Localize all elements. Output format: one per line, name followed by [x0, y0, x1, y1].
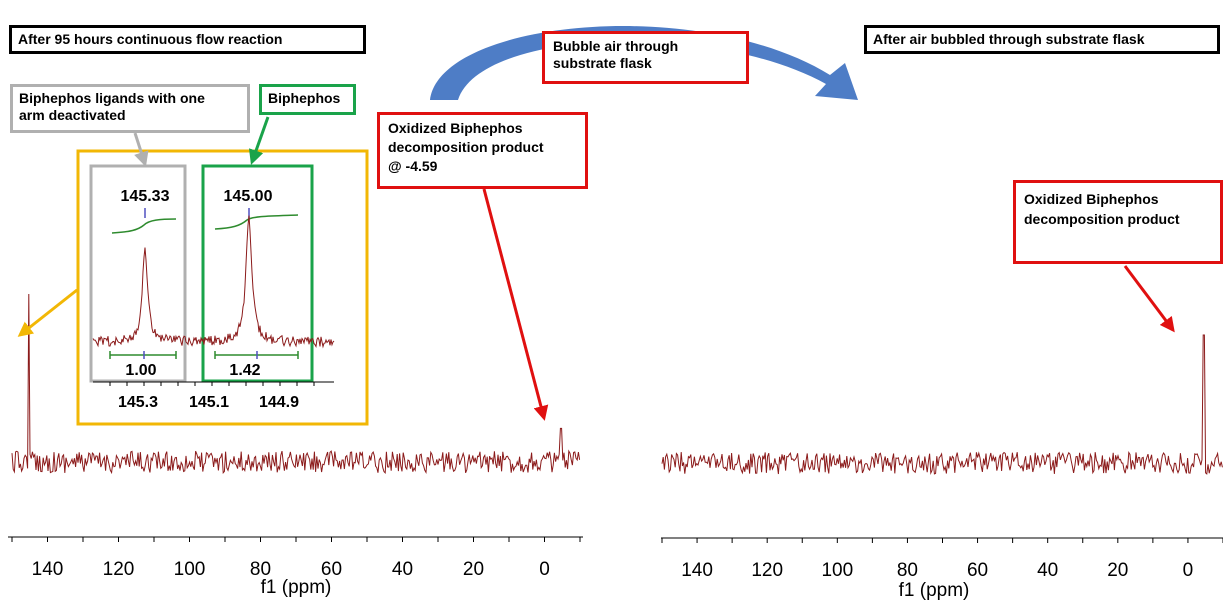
x-tick-label: 60 [321, 559, 342, 580]
x-tick-label: 80 [897, 560, 918, 581]
x-tick-label: 120 [751, 560, 783, 581]
inset-spectrum-trace [92, 215, 335, 349]
inset-highlight-box [76, 149, 369, 426]
left-x-axis-label: f1 (ppm) [261, 577, 332, 598]
biphephos-callout: Biphephos [259, 84, 356, 115]
x-tick-label: 100 [821, 560, 853, 581]
red-callout-arrow-left [482, 188, 549, 421]
inset-zoom: 145.33 145.00 1.00 1.42 145.3 145.1 144.… [76, 149, 369, 426]
inset-green-box [201, 164, 314, 383]
x-tick-label: 120 [103, 559, 135, 580]
x-tick-label: 140 [32, 559, 64, 580]
left-x-ticks: 140 120 100 80 60 40 20 0 [11, 537, 581, 580]
inset-tick-label-3: 144.9 [259, 394, 299, 411]
inset-integral-curve-2 [214, 214, 299, 230]
inset-integral-label-2: 1.42 [229, 362, 260, 379]
x-tick-label: 100 [174, 559, 206, 580]
left-spectrum-trace [11, 293, 581, 475]
left-spectrum-panel: 140 120 100 80 60 40 20 0 f1 (ppm) [8, 293, 583, 598]
x-tick-label: 40 [1037, 560, 1058, 581]
inset-integral-curve-1 [111, 218, 177, 234]
x-tick-label: 60 [967, 560, 988, 581]
x-tick-label: 0 [539, 559, 550, 580]
inset-tick-label-2: 145.1 [189, 394, 229, 411]
inset-peak-label-2: 145.00 [224, 188, 273, 205]
oxidized-callout-left: Oxidized Biphephos decomposition product… [377, 112, 588, 189]
inset-integral-label-1: 1.00 [125, 362, 156, 379]
right-x-axis-label: f1 (ppm) [899, 580, 970, 601]
inset-minor-ticks [109, 382, 315, 386]
right-spectrum-panel: 140 120 100 80 60 40 20 0 f1 (ppm) [661, 334, 1223, 601]
right-spectrum-trace [661, 334, 1223, 475]
x-tick-label: 80 [250, 559, 271, 580]
yellow-callout-arrow [17, 288, 78, 337]
left-panel-title: After 95 hours continuous flow reaction [9, 25, 366, 54]
red-callout-arrow-right [1123, 265, 1175, 333]
bubble-air-callout: Bubble air through substrate flask [542, 31, 749, 84]
x-tick-label: 40 [392, 559, 413, 580]
inset-peak-label-1: 145.33 [121, 188, 170, 205]
green-callout-arrow [248, 116, 270, 165]
biphephos-one-arm-callout: Biphephos ligands with one arm deactivat… [10, 84, 250, 133]
transition-arrow [430, 26, 858, 100]
x-tick-label: 20 [1107, 560, 1128, 581]
right-panel-title: After air bubbled through substrate flas… [864, 25, 1220, 54]
oxidized-callout-right: Oxidized Biphephos decomposition product [1013, 180, 1223, 264]
x-tick-label: 0 [1183, 560, 1194, 581]
right-x-ticks: 140 120 100 80 60 40 20 0 [661, 538, 1223, 581]
x-tick-label: 20 [463, 559, 484, 580]
x-tick-label: 140 [681, 560, 713, 581]
inset-tick-label-1: 145.3 [118, 394, 158, 411]
gray-callout-arrow [133, 132, 149, 167]
